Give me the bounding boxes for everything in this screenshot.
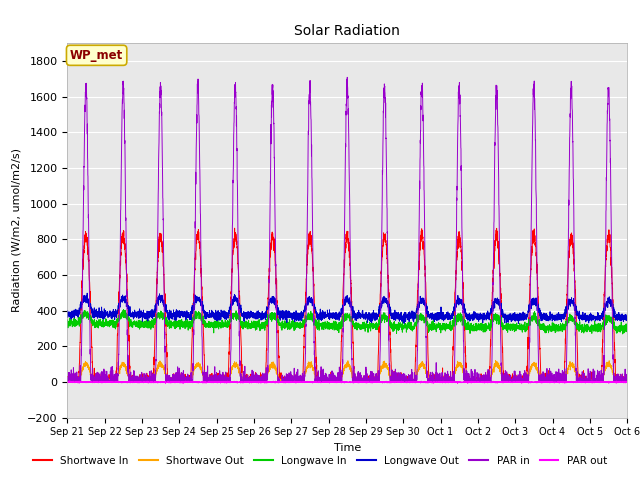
Shortwave In [63,379,71,385]
Line: PAR out: PAR out [67,381,627,384]
Longwave Out [63,309,71,315]
Longwave In [623,328,630,334]
Longwave Out [473,312,481,318]
Shortwave Out [623,379,630,385]
PAR in [64,379,72,385]
Y-axis label: Radiation (W/m2, umol/m2/s): Radiation (W/m2, umol/m2/s) [12,148,21,312]
Longwave Out [505,312,513,318]
Line: Longwave In: Longwave In [67,310,627,334]
PAR out [623,379,631,385]
Longwave Out [442,315,450,321]
PAR in [473,379,481,385]
Line: Shortwave In: Shortwave In [67,228,627,382]
Longwave In [120,307,127,312]
PAR in [623,379,631,385]
PAR out [623,379,630,384]
PAR out [66,378,74,384]
PAR out [179,381,187,386]
PAR out [505,379,513,385]
Shortwave In [164,379,172,385]
PAR in [326,379,334,385]
Text: WP_met: WP_met [70,49,124,62]
Longwave Out [164,310,172,315]
Title: Solar Radiation: Solar Radiation [294,24,400,38]
PAR in [164,379,172,385]
PAR in [623,372,630,377]
PAR in [442,379,450,385]
Longwave Out [623,316,630,322]
Longwave Out [83,290,91,296]
Longwave Out [326,310,334,316]
Shortwave Out [473,376,481,382]
Shortwave Out [492,358,499,363]
PAR out [442,380,450,385]
PAR out [63,379,71,385]
Shortwave Out [164,378,172,384]
Shortwave In [473,379,481,385]
PAR in [505,379,513,385]
Longwave In [473,327,481,333]
Shortwave Out [442,379,449,385]
PAR out [164,380,172,385]
Line: Shortwave Out: Shortwave Out [67,360,627,382]
Legend: Shortwave In, Shortwave Out, Longwave In, Longwave Out, PAR in, PAR out: Shortwave In, Shortwave Out, Longwave In… [29,452,611,470]
Longwave In [326,321,334,327]
Shortwave Out [505,377,513,383]
PAR out [473,380,481,385]
Shortwave In [231,225,239,231]
Longwave In [623,328,631,334]
Longwave In [619,331,627,337]
Longwave Out [623,315,631,321]
Shortwave In [442,376,450,382]
Line: Longwave Out: Longwave Out [67,293,627,324]
Longwave In [63,317,71,323]
Longwave In [505,321,513,326]
Shortwave In [505,379,513,385]
X-axis label: Time: Time [333,443,361,453]
Shortwave Out [326,379,334,385]
Shortwave In [63,377,71,383]
Longwave Out [400,321,408,326]
PAR in [344,74,351,80]
Line: PAR in: PAR in [67,77,627,382]
PAR in [63,378,71,384]
Shortwave Out [63,379,71,385]
Longwave In [442,324,450,329]
Shortwave Out [623,379,631,385]
Shortwave In [623,375,630,381]
Longwave In [164,320,172,326]
PAR out [326,379,334,385]
Shortwave In [623,379,631,385]
Shortwave In [326,379,334,385]
